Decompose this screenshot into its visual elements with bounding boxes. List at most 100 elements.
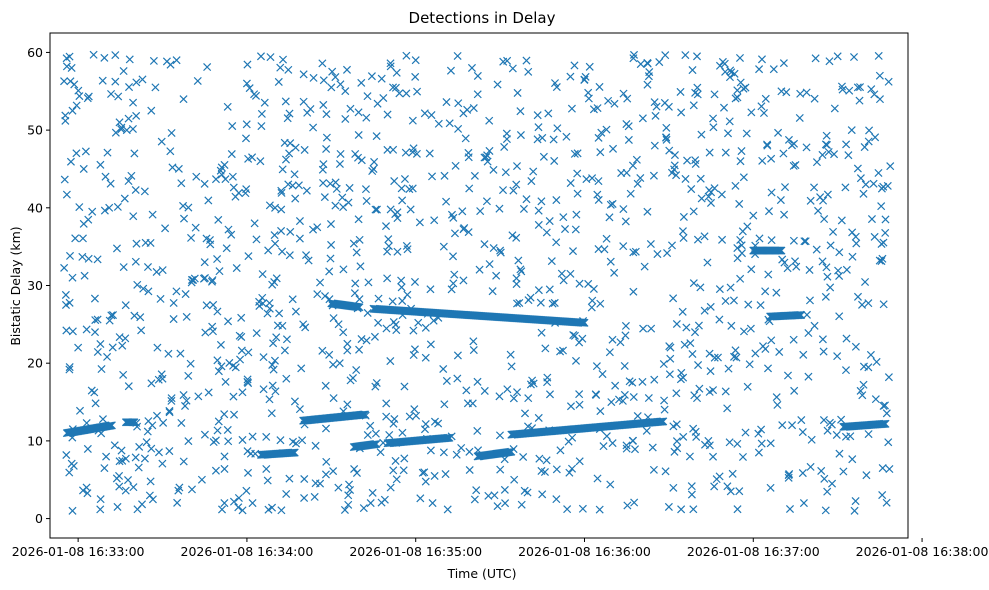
clutter-point: [534, 123, 543, 132]
clutter-point: [638, 114, 647, 123]
clutter-point: [723, 482, 732, 491]
clutter-point: [718, 235, 727, 244]
clutter-point: [187, 275, 196, 284]
clutter-point: [550, 79, 560, 88]
clutter-point: [694, 321, 703, 330]
clutter-point: [585, 62, 594, 71]
data-point: [850, 506, 859, 515]
data-point: [819, 347, 828, 356]
data-point: [552, 196, 561, 205]
x-tick-label: 2026-01-08 16:38:00: [856, 544, 989, 559]
data-point: [496, 246, 505, 255]
clutter-point: [301, 323, 310, 332]
track-point: [795, 311, 804, 320]
clutter-point: [677, 368, 686, 377]
clutter-point: [883, 181, 892, 190]
clutter-point: [519, 452, 528, 462]
clutter-point: [567, 104, 576, 113]
clutter-point: [610, 268, 619, 277]
data-point: [462, 386, 471, 395]
clutter-point: [769, 65, 778, 74]
y-tick-label: 10: [27, 433, 43, 448]
clutter-point: [717, 190, 726, 199]
clutter-point: [356, 262, 365, 271]
clutter-point: [747, 108, 756, 117]
x-axis: 2026-01-08 16:33:00 2026-01-08 16:34:00 20…: [12, 538, 989, 559]
clutter-point: [331, 73, 340, 82]
clutter-point: [622, 441, 631, 450]
data-point: [256, 52, 266, 61]
clutter-point: [217, 505, 227, 514]
clutter-point: [609, 144, 618, 153]
clutter-point: [705, 186, 714, 195]
data-point: [248, 499, 257, 508]
clutter-point: [810, 183, 819, 192]
clutter-point: [322, 110, 331, 119]
clutter-point: [327, 240, 336, 249]
clutter-point: [704, 192, 713, 201]
clutter-point: [339, 407, 348, 416]
clutter-point: [176, 349, 185, 358]
clutter-point: [537, 328, 546, 337]
clutter-point: [710, 184, 719, 193]
clutter-point: [264, 246, 273, 255]
clutter-point: [480, 386, 489, 395]
clutter-point: [623, 501, 632, 510]
clutter-point: [398, 311, 407, 320]
clutter-point: [763, 364, 773, 373]
clutter-point: [402, 89, 411, 98]
clutter-point: [408, 116, 417, 125]
clutter-point: [837, 415, 846, 424]
clutter-point: [693, 235, 702, 244]
clutter-point: [783, 371, 792, 380]
clutter-point: [733, 244, 742, 253]
clutter-point: [841, 366, 851, 375]
clutter-point: [300, 474, 309, 484]
data-point: [453, 351, 462, 360]
clutter-point: [268, 360, 277, 369]
track-point: [879, 419, 888, 428]
clutter-point: [697, 194, 706, 203]
clutter-point: [823, 426, 832, 435]
clutter-point: [225, 358, 234, 367]
clutter-point: [282, 489, 291, 498]
clutter-point: [629, 54, 638, 63]
clutter-point: [311, 441, 320, 450]
clutter-point: [733, 86, 742, 95]
clutter-point: [106, 179, 115, 188]
clutter-point: [167, 396, 176, 405]
clutter-point: [389, 145, 398, 154]
clutter-point: [508, 231, 517, 240]
clutter-point: [469, 346, 478, 355]
track-point: [796, 311, 805, 320]
clutter-point: [62, 326, 71, 335]
clutter-point: [725, 438, 734, 447]
clutter-point: [280, 346, 289, 355]
clutter-point: [344, 500, 353, 509]
clutter-point: [607, 398, 616, 407]
clutter-point: [329, 314, 338, 323]
clutter-point: [260, 98, 269, 107]
clutter-point: [389, 466, 398, 475]
clutter-point: [203, 62, 212, 72]
clutter-point: [878, 254, 887, 263]
clutter-point: [821, 140, 830, 149]
clutter-point: [693, 90, 702, 99]
clutter-point: [556, 347, 565, 356]
clutter-point: [621, 217, 630, 226]
clutter-point: [696, 283, 705, 292]
clutter-point: [806, 196, 815, 205]
clutter-point: [696, 174, 705, 183]
clutter-point: [386, 59, 395, 68]
clutter-point: [523, 422, 533, 431]
clutter-point: [501, 168, 510, 177]
clutter-point: [352, 248, 361, 257]
y-tick-label: 50: [27, 123, 43, 138]
clutter-point: [403, 290, 412, 299]
clutter-point: [596, 148, 605, 157]
clutter-point: [798, 469, 807, 478]
clutter-point: [386, 357, 395, 366]
clutter-point: [739, 84, 748, 93]
clutter-point: [430, 216, 439, 225]
clutter-point: [245, 84, 254, 93]
